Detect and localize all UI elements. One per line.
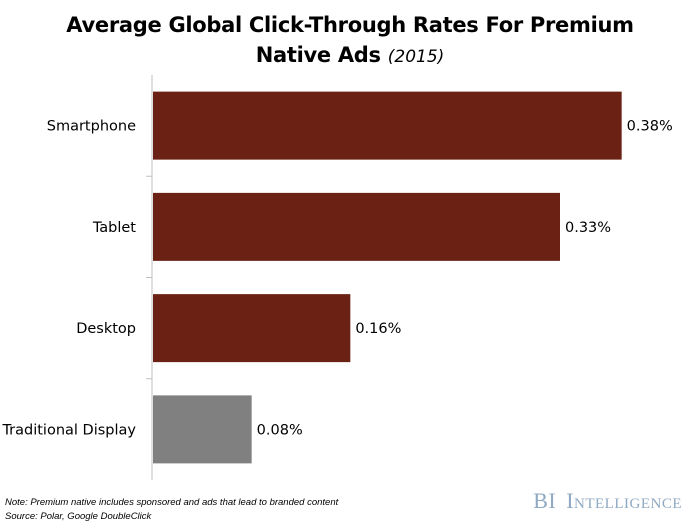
category-label: Desktop: [76, 321, 136, 337]
bar-smartphone: [153, 91, 622, 160]
category-label: Tablet: [92, 220, 136, 236]
category-label: Traditional Display: [1, 422, 136, 438]
value-label: 0.33%: [565, 220, 611, 236]
chart-subtitle-year: (2015): [387, 47, 445, 67]
bar-desktop: [153, 294, 351, 363]
brand-bi: BI: [533, 488, 557, 513]
footnote-source: Source: Polar, Google DoubleClick: [5, 511, 152, 522]
chart-title-line-1: Average Global Click-Through Rates For P…: [66, 13, 634, 37]
bar-tablet: [153, 192, 560, 261]
chart-title-line-2: Native Ads (2015): [0, 40, 700, 72]
bi-intelligence-logo: BI Intelligence: [533, 488, 682, 514]
chart-title-line-2-text: Native Ads: [255, 43, 381, 67]
category-label: Smartphone: [47, 119, 136, 135]
brand-intelligence: Intelligence: [566, 488, 682, 513]
footnote-note: Note: Premium native includes sponsored …: [5, 497, 339, 508]
value-label: 0.16%: [355, 321, 401, 337]
value-label: 0.38%: [627, 119, 673, 135]
chart-title: Average Global Click-Through Rates For P…: [0, 10, 700, 72]
bar-traditional-display: [153, 395, 252, 464]
value-label: 0.08%: [257, 422, 303, 438]
